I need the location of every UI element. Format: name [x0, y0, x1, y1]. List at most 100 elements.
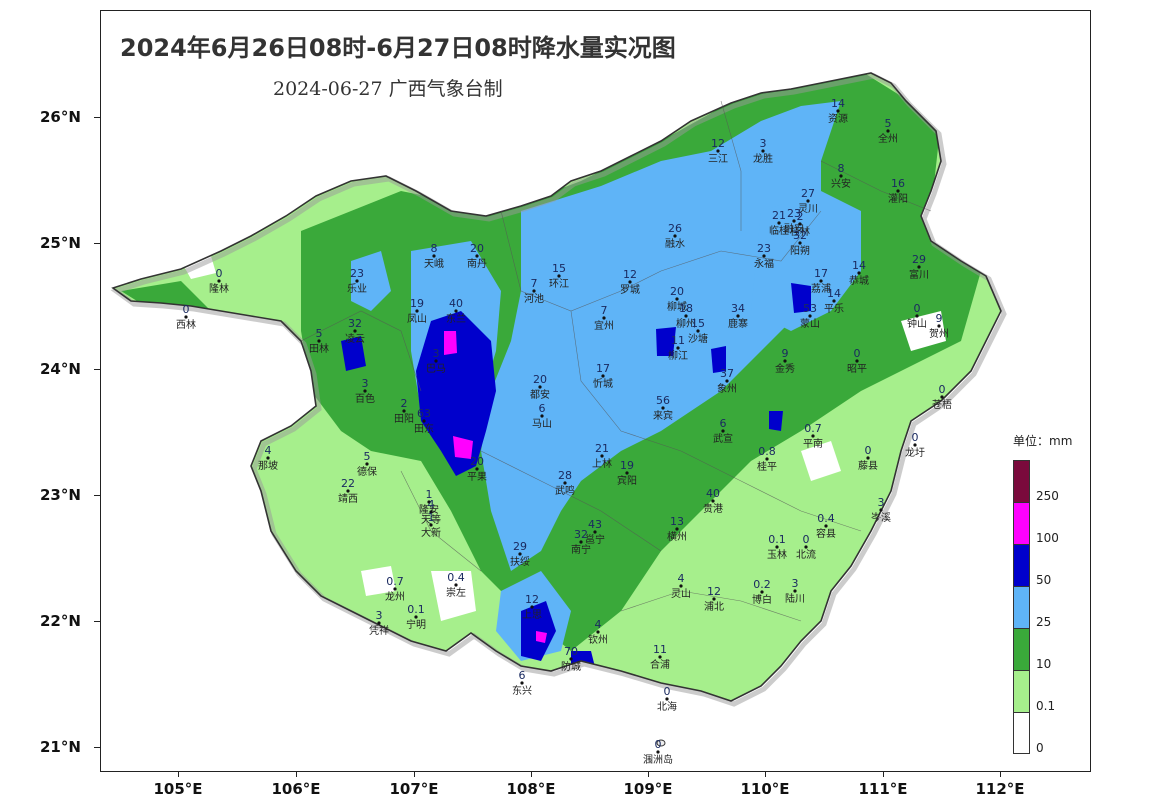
station-name: 蒙山 — [800, 317, 820, 330]
station-name: 鹿寨 — [728, 317, 748, 330]
station-marker: 29 扶绥 — [510, 540, 530, 568]
legend-label-25: 25 — [1036, 615, 1052, 629]
station-dot — [675, 297, 679, 301]
station-marker: 0.4 崇左 — [446, 571, 466, 599]
station-marker: 20 南丹 — [467, 242, 487, 270]
station-dot — [804, 545, 808, 549]
x-tickmark — [765, 771, 766, 777]
station-name: 岑溪 — [871, 512, 891, 524]
station-name: 上思 — [522, 609, 542, 621]
station-dot — [824, 524, 828, 528]
station-name: 百色 — [355, 392, 375, 405]
station-dot — [625, 471, 629, 475]
station-marker: 0 北流 — [796, 533, 816, 561]
station-dot — [792, 219, 796, 223]
station-value: 18 — [679, 302, 693, 315]
station-marker: 12 罗城 — [620, 268, 640, 296]
station-marker: 34 鹿寨 — [728, 302, 748, 330]
station-dot — [675, 527, 679, 531]
station-marker: 0 苍梧 — [932, 383, 952, 411]
station-dot — [839, 174, 843, 178]
station-dot — [377, 621, 381, 625]
station-value: 0.7 — [386, 575, 404, 588]
station-dot — [676, 346, 680, 350]
station-dot — [557, 274, 561, 278]
station-name: 平乐 — [824, 303, 844, 315]
station-value: 20 — [470, 242, 484, 255]
map-frame: 14 资源 5 全州 12 三江 3 龙胜 8 兴安 16 灌阳 27 灵川 23 融安 21 临桂 2 桂林 26 融水… — [100, 10, 1091, 772]
station-marker: 5 德保 — [357, 450, 377, 478]
station-value: 8 — [431, 242, 438, 255]
station-value: 0 — [865, 444, 872, 457]
station-marker: 0 龙圩 — [905, 431, 925, 459]
station-marker: 14 恭城 — [849, 259, 869, 287]
station-name: 平果 — [467, 471, 487, 483]
station-name: 贵港 — [703, 502, 723, 515]
station-dot — [355, 279, 359, 283]
station-marker: 20 平果 — [467, 455, 487, 483]
station-dot — [857, 271, 861, 275]
x-tick-105: 105°E — [153, 780, 203, 798]
station-name: 临桂 — [769, 224, 789, 237]
station-value: 6 — [539, 402, 546, 415]
station-value: 4 — [678, 572, 685, 585]
station-value: 0 — [803, 533, 810, 546]
station-value: 29 — [912, 253, 926, 266]
station-name: 玉林 — [767, 548, 787, 561]
station-marker: 21 上林 — [592, 442, 612, 470]
y-tick-22: 22°N — [40, 612, 81, 630]
station-value: 0 — [216, 267, 223, 280]
station-name: 上林 — [592, 457, 612, 470]
county-boundaries — [300, 100, 932, 622]
station-name: 扶绥 — [510, 555, 530, 568]
station-value: 70 — [564, 645, 578, 658]
station-value: 15 — [691, 317, 705, 330]
y-tickmark — [94, 495, 100, 496]
station-marker: 11 合浦 — [650, 643, 670, 671]
station-dot — [532, 289, 536, 293]
station-marker: 3 龙胜 — [753, 137, 773, 165]
station-dot — [679, 584, 683, 588]
station-dot — [665, 697, 669, 701]
station-value: 0.7 — [804, 422, 822, 435]
station-marker: 15 环江 — [549, 262, 569, 290]
station-name: 象州 — [717, 383, 737, 395]
station-name: 涠洲岛 — [643, 753, 673, 766]
station-name: 南丹 — [467, 257, 487, 270]
station-marker: 43 邕宁 — [585, 518, 605, 546]
station-name: 巴马 — [426, 363, 446, 375]
station-marker: 4 灵山 — [671, 572, 691, 600]
station-value: 1 — [426, 488, 433, 501]
station-dot — [520, 681, 524, 685]
station-dot — [696, 329, 700, 333]
station-value: 0 — [939, 383, 946, 396]
y-tickmark — [94, 369, 100, 370]
station-dot — [563, 481, 567, 485]
station-value: 21 — [595, 442, 609, 455]
station-marker: 40 贵港 — [703, 487, 723, 515]
station-value: 8 — [838, 162, 845, 175]
station-name: 柳州 — [676, 317, 696, 330]
station-dot — [602, 316, 606, 320]
station-dot — [656, 750, 660, 754]
station-marker: 22 靖西 — [338, 477, 358, 505]
station-value: 4 — [265, 444, 272, 457]
station-name: 沙塘 — [688, 332, 708, 345]
station-marker: 19 宾阳 — [617, 459, 637, 487]
station-value: 14 — [827, 287, 841, 300]
station-marker: 23 融安 — [784, 207, 804, 235]
station-marker: 6 东兴 — [512, 669, 532, 697]
station-name: 德保 — [357, 465, 377, 478]
station-value: 12 — [525, 593, 539, 606]
station-value: 34 — [731, 302, 745, 315]
station-marker: 0.4 容县 — [816, 512, 836, 540]
station-value: 21 — [772, 209, 786, 222]
station-value: 20 — [670, 285, 684, 298]
station-name: 武鸣 — [555, 484, 575, 497]
station-value: 17 — [596, 362, 610, 375]
station-dot — [760, 590, 764, 594]
station-value: 12 — [711, 137, 725, 150]
station-value: 7 — [531, 277, 538, 290]
station-name: 三江 — [708, 153, 728, 165]
